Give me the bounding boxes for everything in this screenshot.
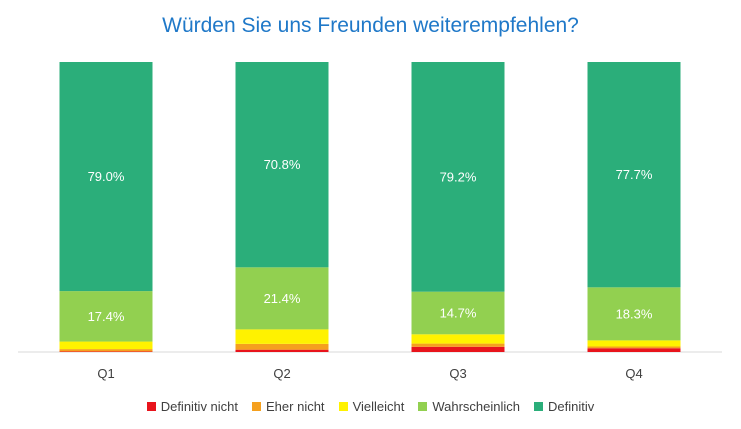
bar-segment-q4-vielleicht	[587, 340, 681, 347]
x-tick-label: Q1	[97, 366, 114, 381]
bar-segment-q2-definitiv-nicht	[235, 349, 329, 352]
legend-item-definitiv-nicht: Definitiv nicht	[146, 399, 239, 414]
bar-segment-q3-eher-nicht	[411, 343, 505, 347]
legend-label: Definitiv	[548, 399, 595, 414]
bar-segment-q2-definitiv	[235, 62, 329, 268]
legend-swatch	[338, 402, 348, 411]
legend-swatch	[146, 402, 156, 411]
data-label: 79.0%	[88, 169, 125, 184]
data-label: 79.2%	[440, 169, 477, 184]
bar-segment-q4-definitiv-nicht	[587, 348, 681, 352]
legend-item-wahrscheinlich: Wahrscheinlich	[418, 399, 520, 414]
legend-swatch	[534, 402, 544, 411]
data-label: 21.4%	[264, 291, 301, 306]
bar-segment-q2-eher-nicht	[235, 343, 329, 350]
data-label: 14.7%	[440, 305, 477, 320]
x-tick-label: Q2	[273, 366, 290, 381]
bar-segment-q4-definitiv	[587, 62, 681, 288]
bar-segment-q3-vielleicht	[411, 334, 505, 344]
x-tick-label: Q3	[449, 366, 466, 381]
bar-segment-q1-definitiv	[59, 62, 153, 292]
x-tick-label: Q4	[625, 366, 642, 381]
bar-segment-q4-wahrscheinlich	[587, 287, 681, 341]
bar-segment-q1-definitiv-nicht	[59, 351, 153, 352]
bar-segment-q1-wahrscheinlich	[59, 291, 153, 342]
legend-label: Vielleicht	[352, 399, 405, 414]
data-label: 70.8%	[264, 157, 301, 172]
bar-segment-q4-eher-nicht	[587, 346, 681, 349]
data-label: 17.4%	[88, 309, 125, 324]
bar-segment-q3-definitiv	[411, 62, 505, 292]
bar-segment-q1-eher-nicht	[59, 349, 153, 352]
data-label: 77.7%	[616, 167, 653, 182]
bar-segment-q2-vielleicht	[235, 329, 329, 344]
bar-segment-q3-wahrscheinlich	[411, 291, 505, 335]
legend-label: Definitiv nicht	[160, 399, 239, 414]
chart-title: Würden Sie uns Freunden weiterempfehlen?	[162, 14, 579, 37]
legend-swatch	[252, 402, 262, 411]
legend: Definitiv nicht Eher nicht Vielleicht Wa…	[0, 399, 741, 414]
bar-segment-q3-definitiv-nicht	[411, 346, 505, 352]
legend-item-eher-nicht: Eher nicht	[252, 399, 325, 414]
legend-item-definitiv: Definitiv	[534, 399, 594, 414]
legend-swatch	[418, 402, 428, 411]
legend-item-vielleicht: Vielleicht	[338, 399, 405, 414]
legend-label: Eher nicht	[266, 399, 325, 414]
bar-segment-q1-vielleicht	[59, 341, 153, 350]
bar-segment-q2-wahrscheinlich	[235, 267, 329, 330]
data-label: 18.3%	[616, 306, 653, 321]
legend-label: Wahrscheinlich	[432, 399, 521, 414]
